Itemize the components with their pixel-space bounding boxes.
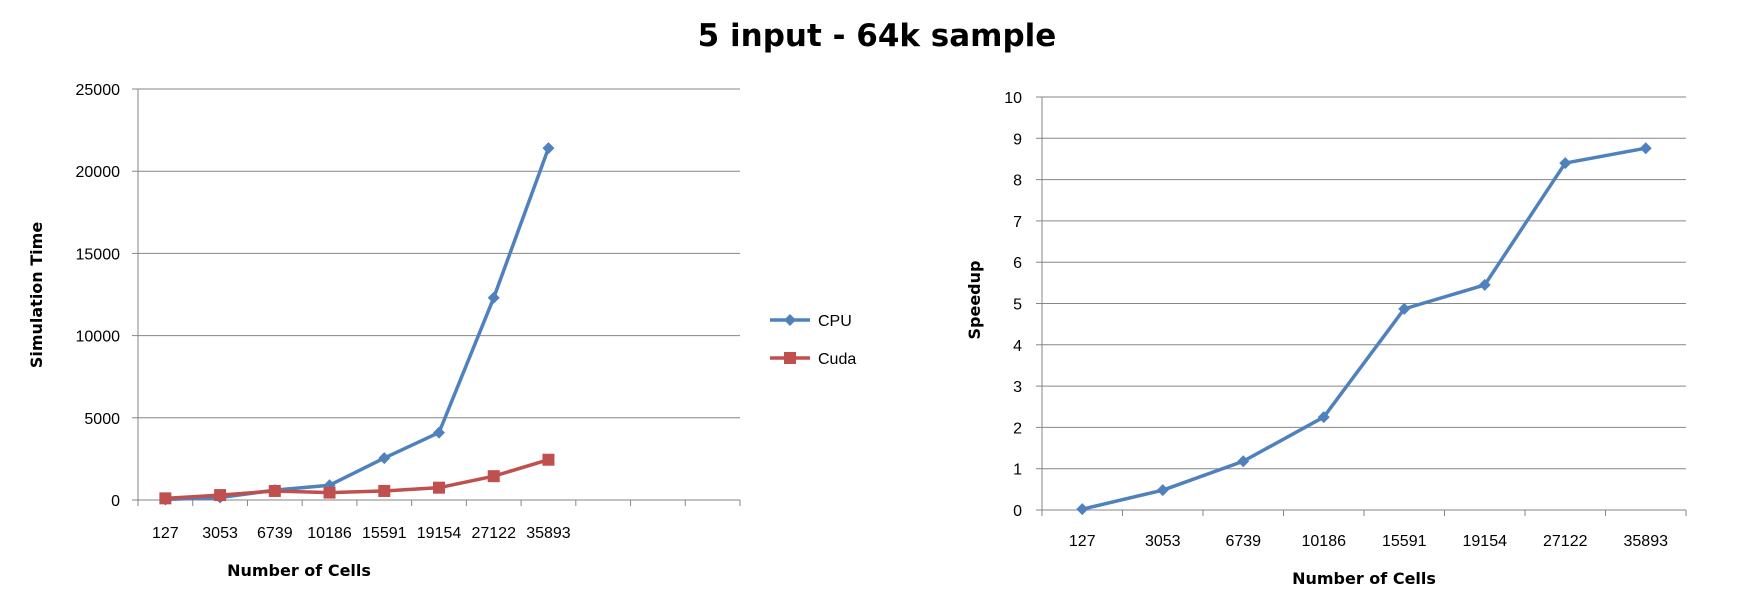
series-line <box>165 147 551 502</box>
y-tick-label: 0 <box>111 493 120 510</box>
x-tick-label: 127 <box>152 525 179 542</box>
x-tick-label: 15591 <box>1382 533 1427 550</box>
x-tick-label: 6739 <box>1225 533 1261 550</box>
data-point <box>542 142 555 155</box>
legend-label: Cuda <box>818 351 856 368</box>
x-tick-label: 35893 <box>526 525 571 542</box>
y-tick-label: 20000 <box>76 164 121 181</box>
series-line <box>1081 146 1647 511</box>
data-point <box>1398 302 1411 315</box>
y-tick-label: 1 <box>1013 462 1022 479</box>
y-tick-label: 9 <box>1013 131 1022 148</box>
data-point <box>433 481 445 494</box>
data-point <box>378 484 391 497</box>
x-tick-label: 19154 <box>1463 533 1508 550</box>
data-point <box>214 489 227 502</box>
data-point <box>1478 278 1491 291</box>
page-title: 5 input - 64k sample <box>697 18 1057 54</box>
y-tick-label: 6 <box>1013 255 1022 272</box>
y-tick-label: 5000 <box>84 411 120 428</box>
y-tick-label: 8 <box>1013 173 1022 190</box>
y-tick-label: 5 <box>1013 297 1022 314</box>
y-tick-label: 25000 <box>76 82 121 99</box>
data-point <box>378 452 391 465</box>
data-point <box>1237 455 1250 468</box>
y-tick-label: 4 <box>1013 338 1022 355</box>
y-tick-label: 7 <box>1013 214 1022 231</box>
data-point <box>1559 157 1572 170</box>
speedup-chart: 0 1 2 3 4 5 6 7 8 9 10 127 3053 6739 10186 15591 19154 27… <box>965 90 1687 588</box>
data-point <box>1076 503 1089 516</box>
x-tick-label: 3053 <box>202 525 238 542</box>
y-tick-label: 10 <box>1004 90 1022 107</box>
simulation-time-chart: 0 5000 10000 15000 20000 25000 127 3053 6739 1018… <box>27 82 856 580</box>
y-tick-label: 2 <box>1013 420 1022 437</box>
data-point <box>1317 411 1330 424</box>
data-point <box>159 492 172 505</box>
x-tick-label: 10186 <box>307 525 352 542</box>
x-axis-title: Number of Cells <box>227 561 371 580</box>
data-point <box>433 426 445 439</box>
x-tick-label: 35893 <box>1624 533 1669 550</box>
legend-label: CPU <box>818 313 852 330</box>
data-point <box>323 486 336 499</box>
data-point <box>268 484 281 497</box>
data-point <box>1156 484 1169 497</box>
y-tick-label: 3 <box>1013 379 1022 396</box>
data-point <box>1639 142 1652 155</box>
x-tick-label: 127 <box>1069 533 1096 550</box>
y-tick-label: 0 <box>1013 503 1022 520</box>
x-tick-label: 3053 <box>1145 533 1181 550</box>
data-point <box>487 291 500 304</box>
x-tick-label: 10186 <box>1302 533 1347 550</box>
y-axis-title: Speedup <box>965 261 984 340</box>
x-tick-label: 6739 <box>257 525 293 542</box>
legend-marker <box>784 314 796 326</box>
x-tick-label: 27122 <box>471 525 516 542</box>
y-axis-title: Simulation Time <box>27 222 46 369</box>
x-tick-label: 19154 <box>417 525 462 542</box>
data-point <box>487 470 500 483</box>
y-tick-label: 10000 <box>76 329 121 346</box>
data-point <box>542 453 555 466</box>
series-line <box>165 458 549 501</box>
y-tick-label: 15000 <box>76 246 121 263</box>
x-tick-label: 27122 <box>1543 533 1588 550</box>
x-tick-label: 15591 <box>362 525 407 542</box>
x-axis-title: Number of Cells <box>1292 569 1436 588</box>
legend-marker <box>784 352 796 364</box>
